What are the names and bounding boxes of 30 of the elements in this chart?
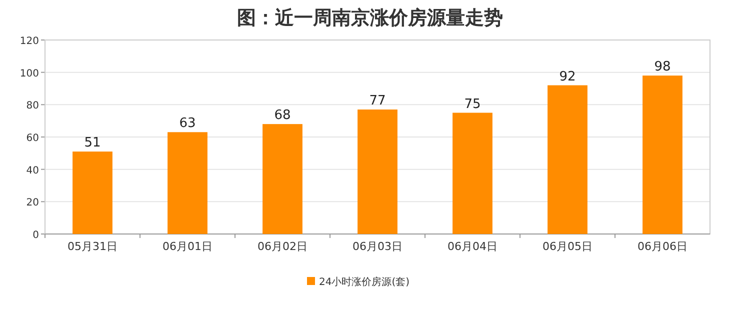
y-tick-label: 40 xyxy=(26,165,39,176)
y-tick-label: 0 xyxy=(32,230,39,241)
data-label: 92 xyxy=(559,69,576,84)
data-label: 68 xyxy=(274,108,291,124)
x-tick-label: 06月04日 xyxy=(448,240,498,253)
x-tick-label: 06月05日 xyxy=(542,240,592,253)
bar xyxy=(642,76,682,234)
x-tick-label: 06月02日 xyxy=(258,240,308,253)
x-tick-label: 05月31日 xyxy=(68,240,118,253)
chart-title: 图：近一周南京涨价房源量走势 xyxy=(237,7,503,29)
data-label: 75 xyxy=(464,96,481,112)
y-tick-label: 20 xyxy=(26,198,39,209)
bar xyxy=(262,124,302,234)
data-label: 77 xyxy=(369,94,386,109)
x-tick-label: 06月01日 xyxy=(162,240,212,253)
bar xyxy=(358,110,398,234)
y-tick-label: 100 xyxy=(20,68,39,80)
data-label: 51 xyxy=(84,136,101,151)
data-label: 63 xyxy=(179,116,196,132)
y-tick-label: 60 xyxy=(26,133,39,144)
data-label: 98 xyxy=(654,60,671,75)
bar xyxy=(548,85,588,234)
y-tick-label: 120 xyxy=(20,36,39,47)
legend-label: 24小时涨价房源(套) xyxy=(319,276,410,288)
y-tick-label: 80 xyxy=(26,100,39,112)
x-tick-label: 06月06日 xyxy=(638,240,688,253)
bar xyxy=(452,112,492,234)
x-tick-label: 06月03日 xyxy=(352,240,402,253)
bar xyxy=(72,152,112,234)
bar xyxy=(168,132,208,234)
